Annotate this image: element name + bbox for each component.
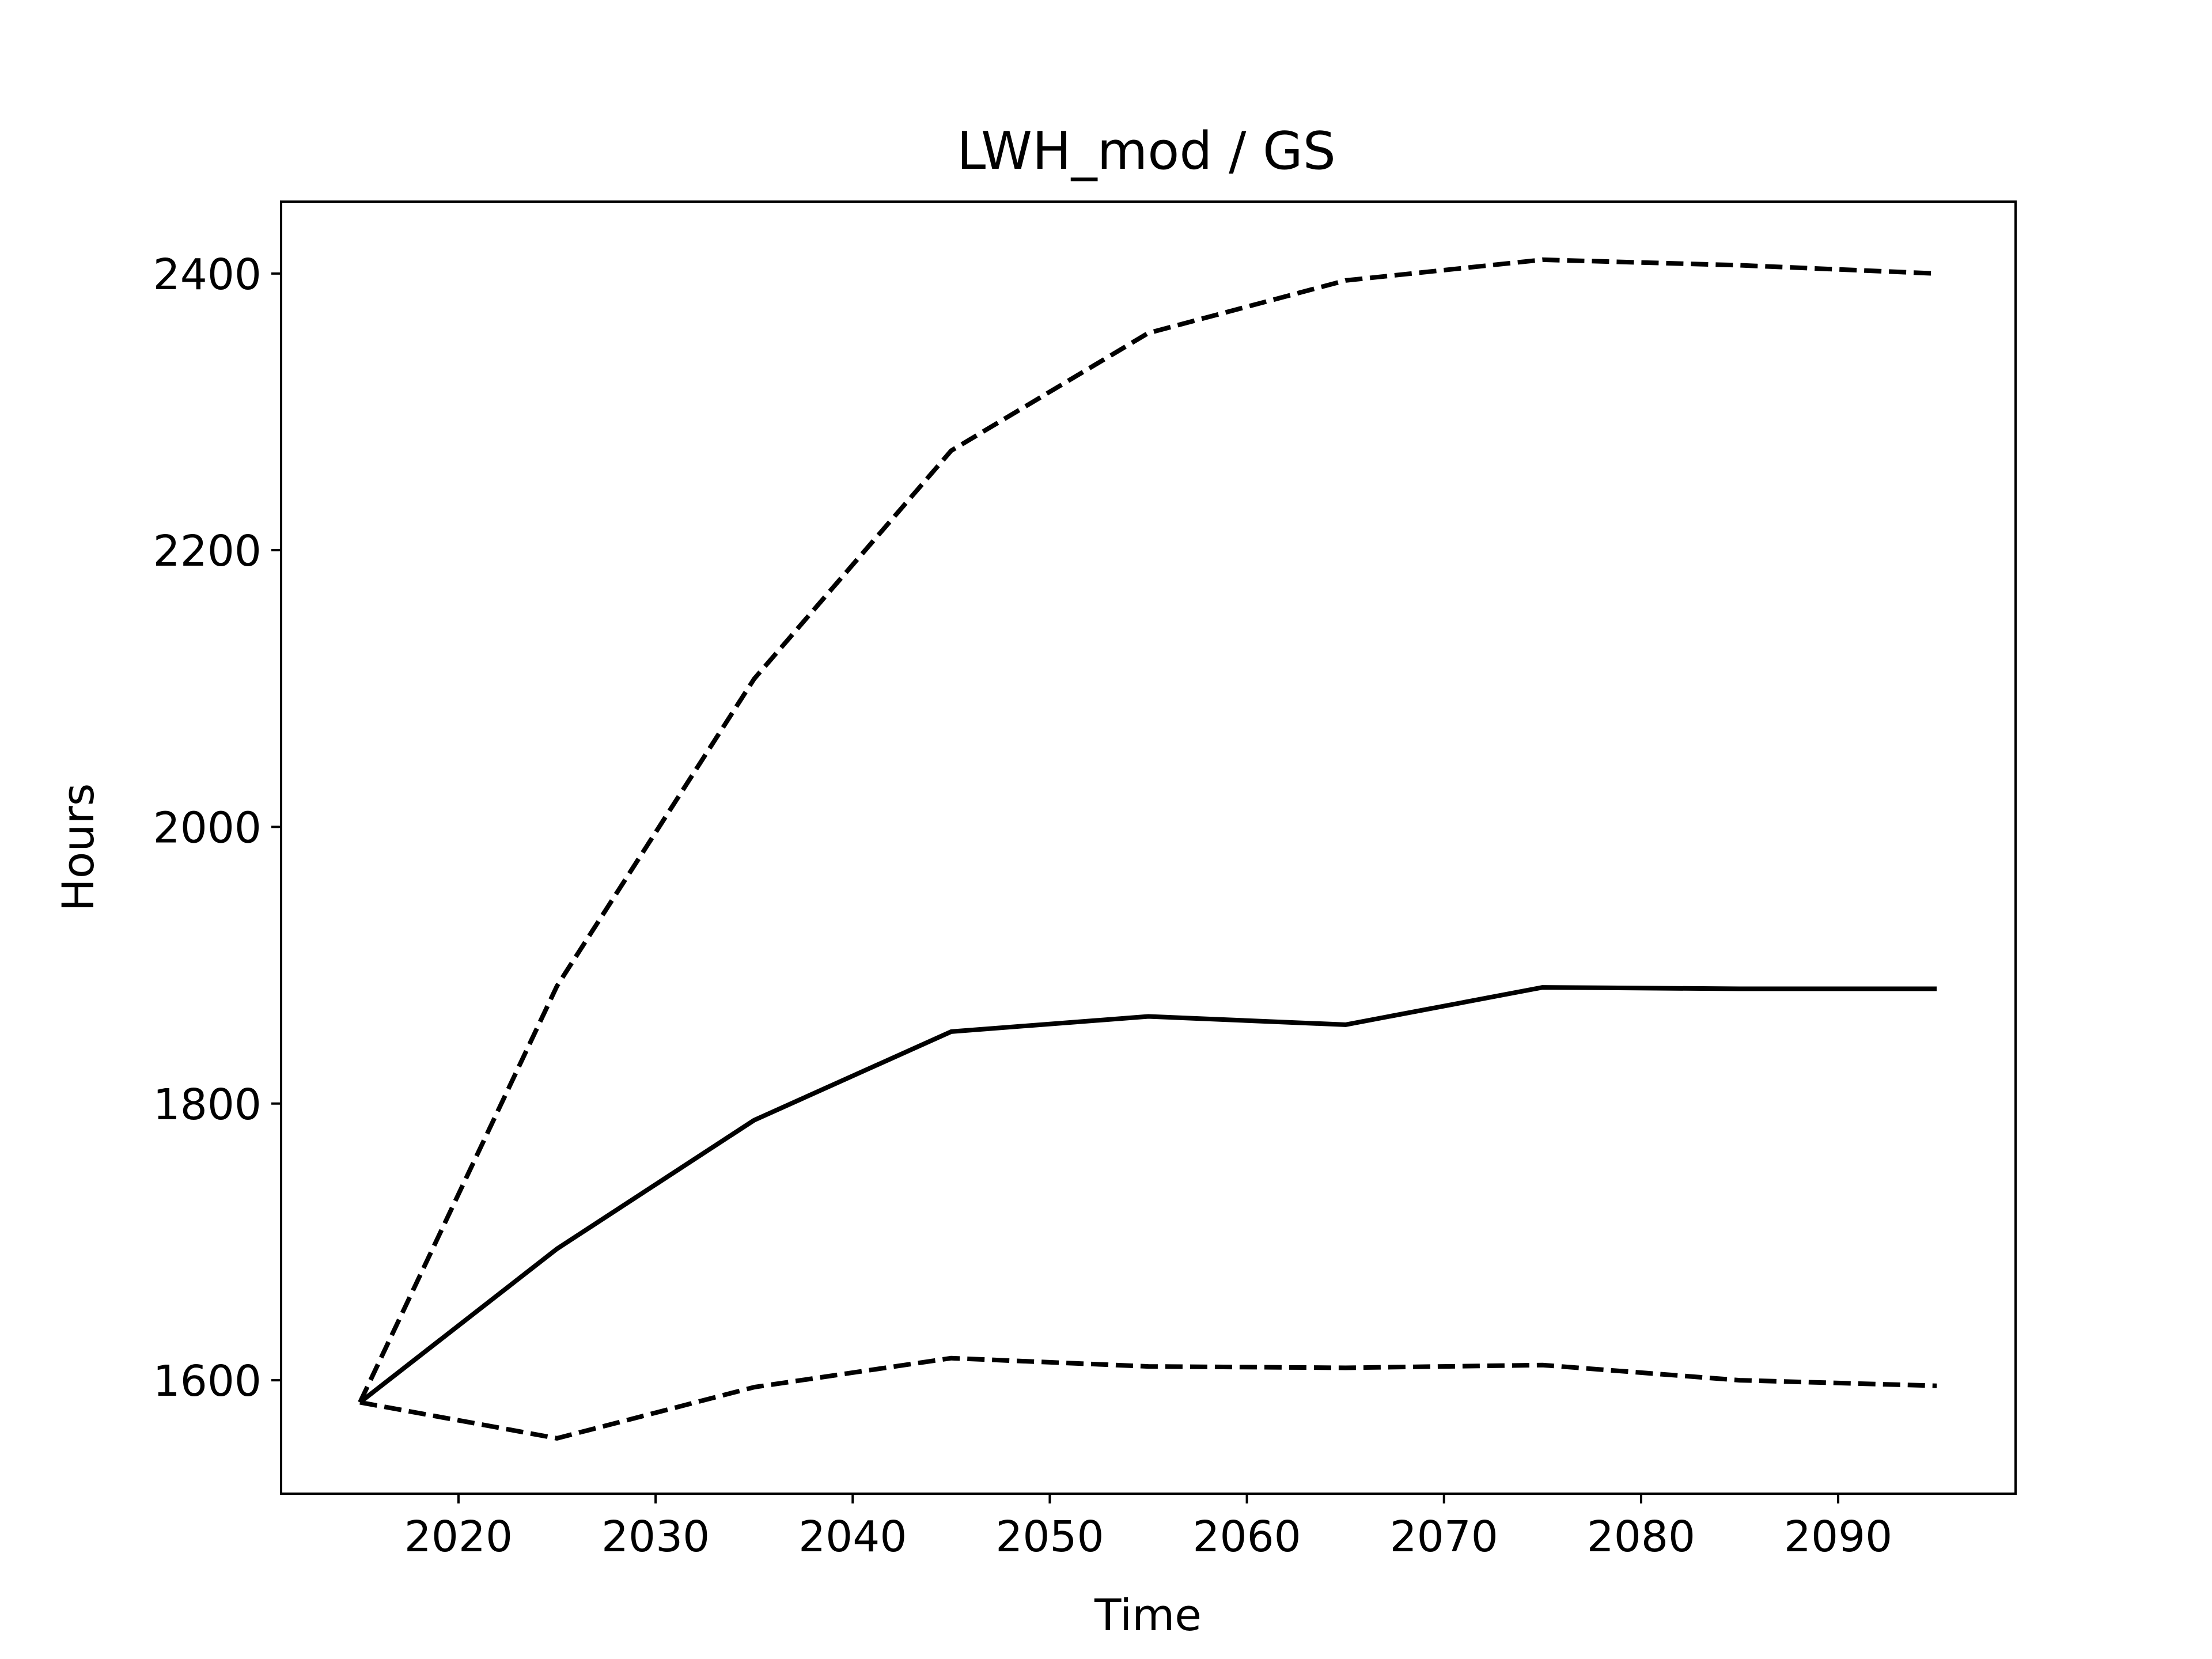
x-tick-label-2030: 2030	[601, 1512, 710, 1562]
series-line-2-solid	[358, 985, 1937, 1404]
x-tick-label-2020: 2020	[404, 1512, 513, 1562]
x-axis: 2020 2030 2040 2050 2060 2070 2080 2090	[404, 1494, 1892, 1562]
x-tick-label-2050: 2050	[995, 1512, 1104, 1562]
y-axis: 1600 1800 2000 2200 2400	[153, 250, 281, 1406]
y-tick-label-1800: 1800	[153, 1080, 262, 1130]
plot-area	[280, 200, 2017, 1495]
x-tick-label-2080: 2080	[1587, 1512, 1695, 1562]
series-layer	[358, 257, 1937, 1441]
series-line-3-dashed	[359, 1355, 1937, 1441]
y-tick-label-2200: 2200	[153, 527, 262, 576]
y-axis-label: Hours	[52, 783, 104, 912]
x-tick-label-2040: 2040	[798, 1512, 907, 1562]
y-tick-label-2000: 2000	[153, 803, 262, 853]
x-tick-label-2090: 2090	[1784, 1512, 1892, 1562]
plot-frame	[280, 200, 2017, 1495]
y-tick-label-1600: 1600	[153, 1357, 262, 1406]
y-tick-label-2400: 2400	[153, 250, 262, 300]
x-tick-label-2060: 2060	[1192, 1512, 1301, 1562]
x-axis-label: Time	[1094, 1589, 1202, 1641]
chart-title: LWH_mod / GS	[957, 121, 1336, 181]
x-tick-label-2070: 2070	[1390, 1512, 1498, 1562]
series-line-1-dashed	[358, 257, 1937, 1404]
